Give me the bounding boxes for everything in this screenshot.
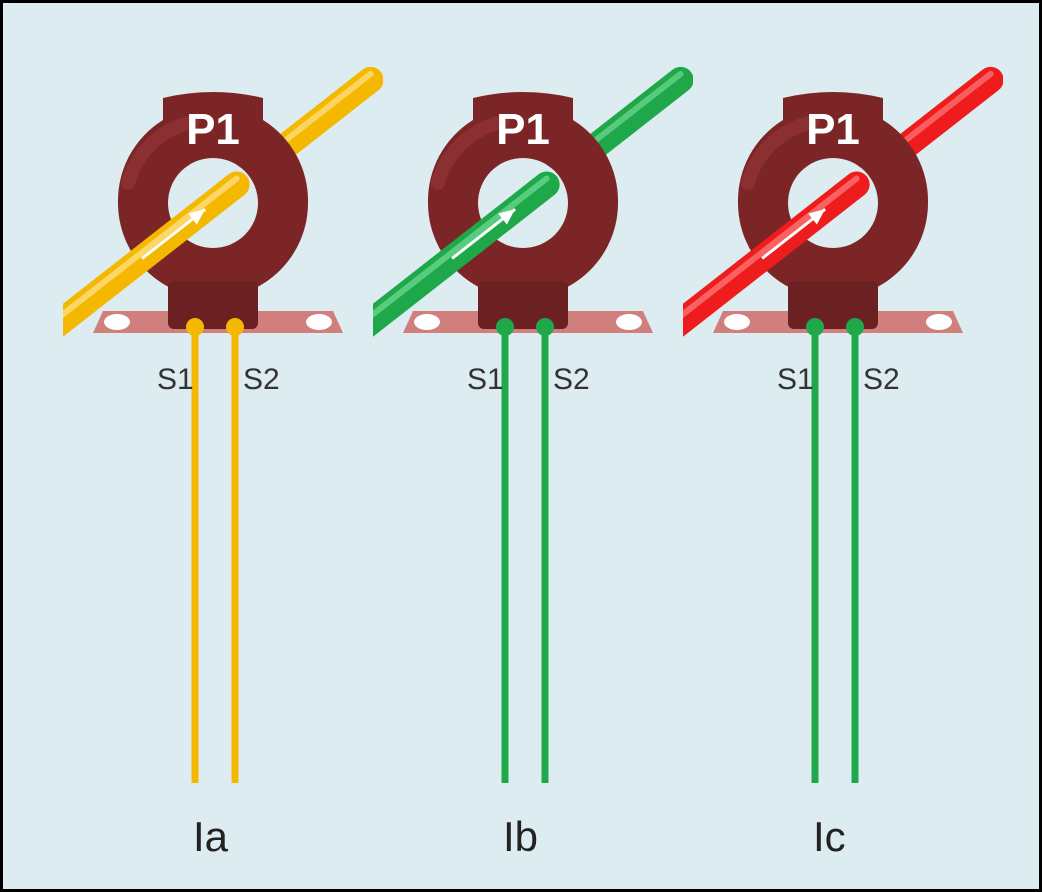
ct-a-p1-label: P1 [173, 105, 253, 155]
ct-b-s2-label: S2 [553, 363, 590, 397]
ct-c-current-label: Ic [813, 813, 846, 861]
ct-b-s1-label: S1 [467, 363, 504, 397]
ct-a: P1S1S2Ia [63, 23, 363, 823]
ct-b: P1S1S2Ib [373, 23, 673, 823]
ct-c-p1-label: P1 [793, 105, 873, 155]
diagram-frame: P1 S1 S2 Ia P1 S1 S2 Ib P1 S1 S2 Ic [0, 0, 1042, 892]
ct-c-terminal-block [788, 281, 878, 329]
ct-b-terminal-block [478, 281, 568, 329]
ct-a-current-label: Ia [193, 813, 228, 861]
ct-c: P1S1S2Ic [683, 23, 983, 823]
ct-a-terminal-block [168, 281, 258, 329]
ct-a-s2-label: S2 [243, 363, 280, 397]
ct-b-current-label: Ib [503, 813, 538, 861]
ct-a-s1-label: S1 [157, 363, 194, 397]
ct-c-s1-label: S1 [777, 363, 814, 397]
ct-c-s2-label: S2 [863, 363, 900, 397]
ct-b-p1-label: P1 [483, 105, 563, 155]
